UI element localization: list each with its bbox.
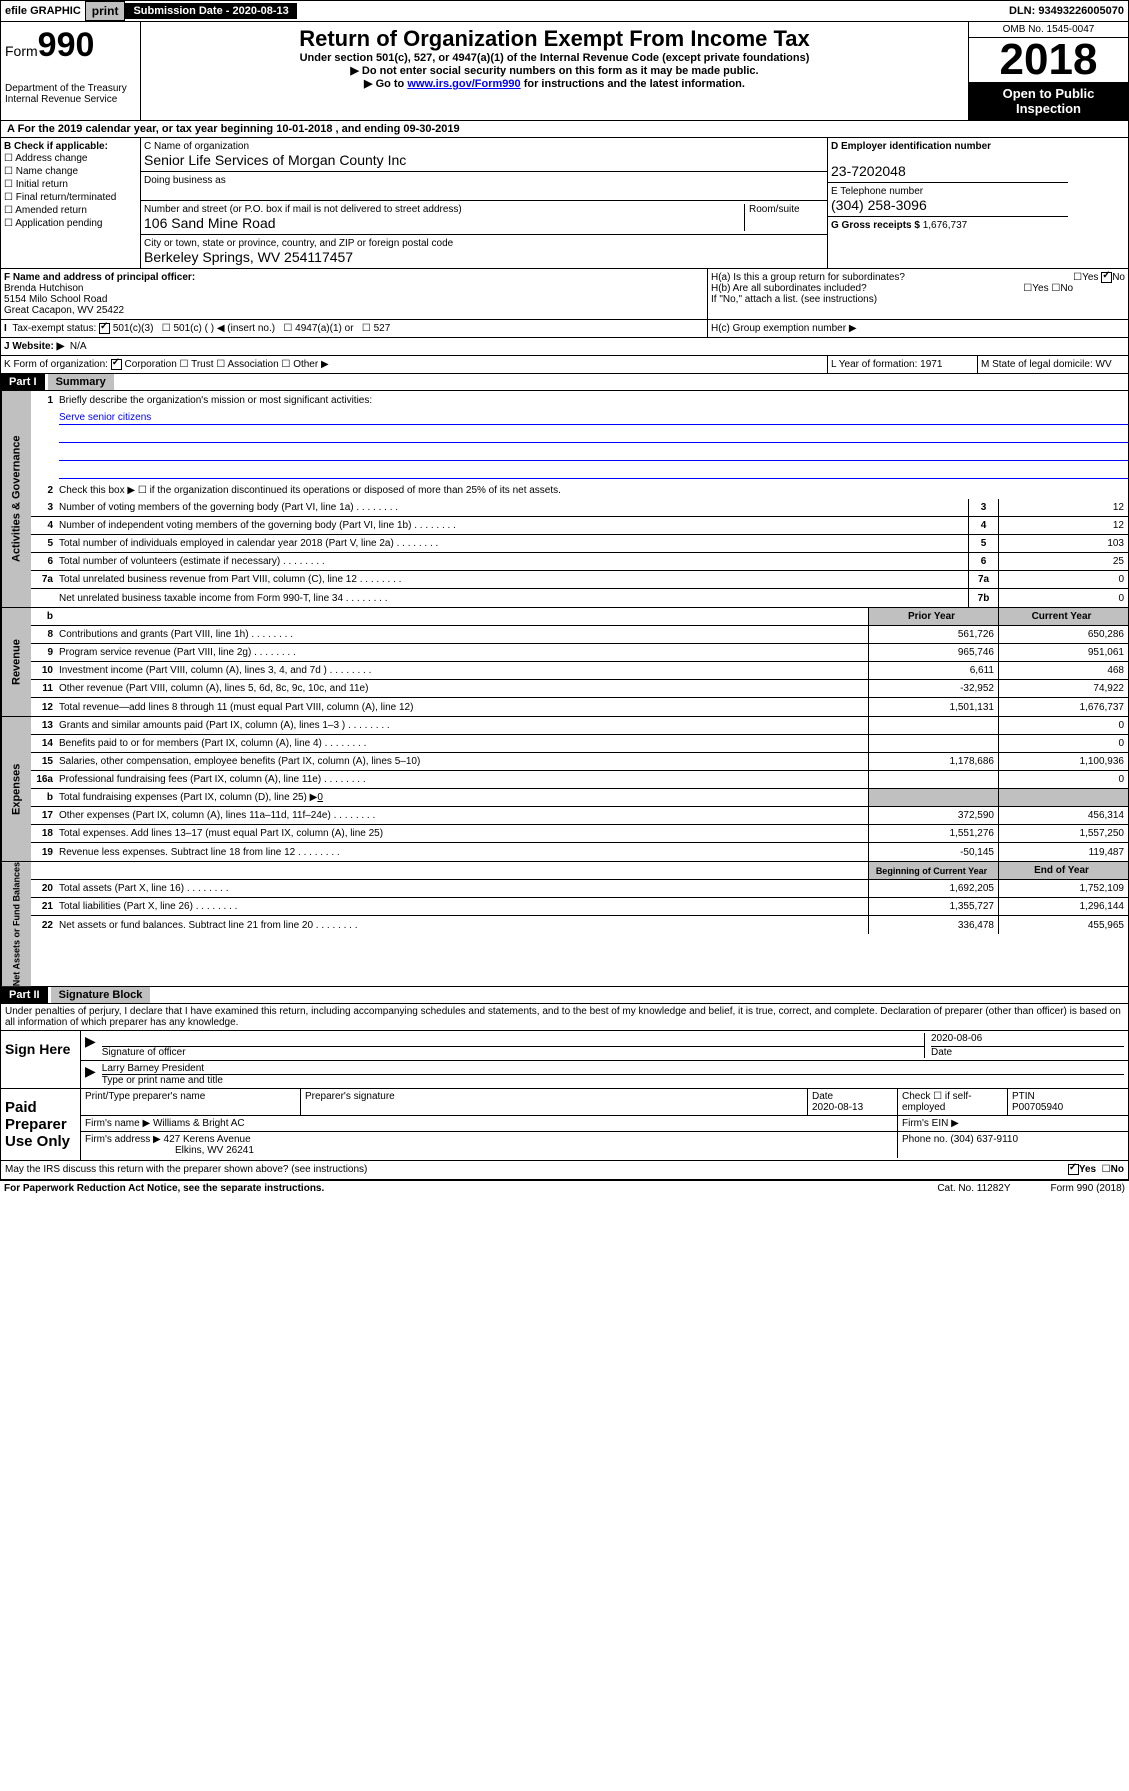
subtitle-2: ▶ Do not enter social security numbers o…: [145, 64, 964, 77]
tax-year: 2018: [969, 38, 1128, 82]
period-row: A For the 2019 calendar year, or tax yea…: [0, 121, 1129, 138]
paid-preparer-section: Paid Preparer Use Only Print/Type prepar…: [0, 1089, 1129, 1161]
top-bar: efile GRAPHIC print Submission Date - 20…: [0, 0, 1129, 22]
efile-label: efile GRAPHIC: [1, 5, 85, 17]
block-b: B Check if applicable: ☐ Address change …: [1, 138, 141, 268]
footer: For Paperwork Reduction Act Notice, see …: [0, 1180, 1129, 1196]
part1-header: Part I: [1, 374, 45, 390]
gross-receipts: 1,676,737: [923, 220, 968, 231]
sign-here-section: Sign Here ▶Signature of officer2020-08-0…: [0, 1031, 1129, 1089]
form-title: Return of Organization Exempt From Incom…: [145, 26, 964, 52]
form-header: Form990 Department of the Treasury Inter…: [0, 22, 1129, 121]
phone: (304) 258-3096: [831, 197, 927, 213]
print-button[interactable]: print: [85, 1, 126, 21]
submission-date: Submission Date - 2020-08-13: [125, 3, 296, 19]
no-checkbox: [1101, 272, 1112, 283]
block-c: C Name of organizationSenior Life Servic…: [141, 138, 828, 268]
yes-checkbox: [1068, 1164, 1079, 1175]
irs: Internal Revenue Service: [5, 94, 136, 105]
dept: Department of the Treasury: [5, 83, 136, 94]
side-revenue: Revenue: [1, 608, 31, 716]
subtitle-1: Under section 501(c), 527, or 4947(a)(1)…: [145, 52, 964, 64]
side-netassets: Net Assets or Fund Balances: [1, 862, 31, 986]
side-expenses: Expenses: [1, 717, 31, 861]
501c3-checkbox: [99, 323, 110, 334]
dln: DLN: 93493226005070: [1005, 5, 1128, 17]
form-word: Form: [5, 43, 38, 59]
side-activities: Activities & Governance: [1, 391, 31, 607]
form-number: 990: [38, 26, 95, 64]
open-public: Open to Public Inspection: [969, 82, 1128, 120]
declaration: Under penalties of perjury, I declare th…: [0, 1004, 1129, 1031]
ein: 23-7202048: [831, 163, 906, 179]
form990-link[interactable]: www.irs.gov/Form990: [407, 78, 520, 90]
part2-header: Part II: [1, 987, 48, 1003]
